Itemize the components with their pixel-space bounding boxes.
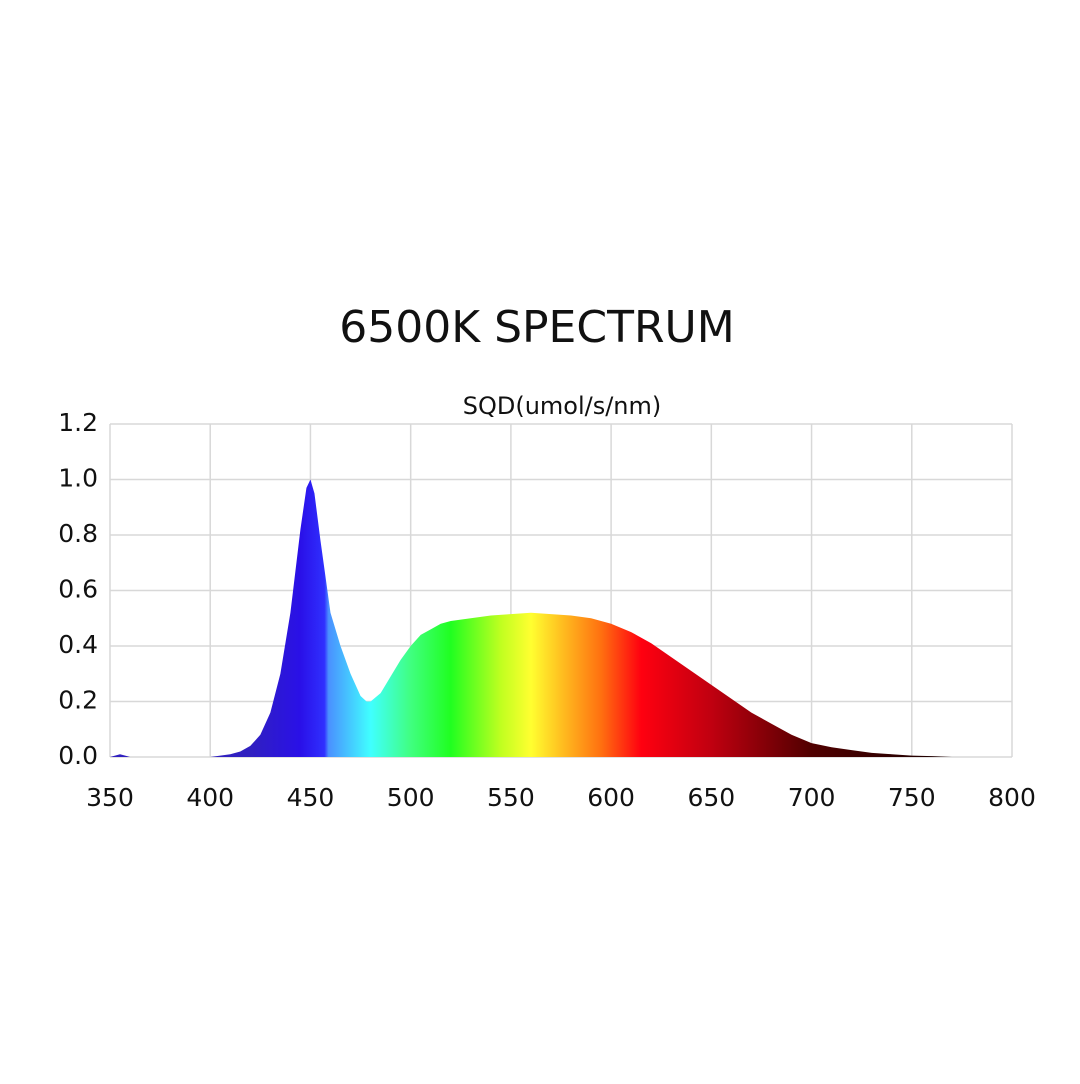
x-tick-label: 450	[287, 783, 335, 812]
spectrum-area	[110, 479, 1012, 757]
x-tick-label: 750	[888, 783, 936, 812]
y-tick-label: 0.8	[58, 519, 98, 548]
y-tick-label: 0.6	[58, 575, 98, 604]
x-tick-label: 550	[487, 783, 535, 812]
y-tick-label: 0.4	[58, 630, 98, 659]
x-tick-label: 600	[587, 783, 635, 812]
y-tick-label: 0.0	[58, 741, 98, 770]
x-tick-label: 350	[86, 783, 134, 812]
y-axis-label: SQD(umol/s/nm)	[463, 392, 662, 420]
x-tick-label: 700	[788, 783, 836, 812]
chart-title: 6500K SPECTRUM	[339, 302, 734, 353]
y-tick-label: 1.0	[58, 464, 98, 493]
x-tick-label: 650	[687, 783, 735, 812]
x-tick-label: 400	[186, 783, 234, 812]
x-tick-label: 500	[387, 783, 435, 812]
x-tick-label: 800	[988, 783, 1036, 812]
y-tick-label: 0.2	[58, 686, 98, 715]
y-tick-label: 1.2	[58, 408, 98, 437]
